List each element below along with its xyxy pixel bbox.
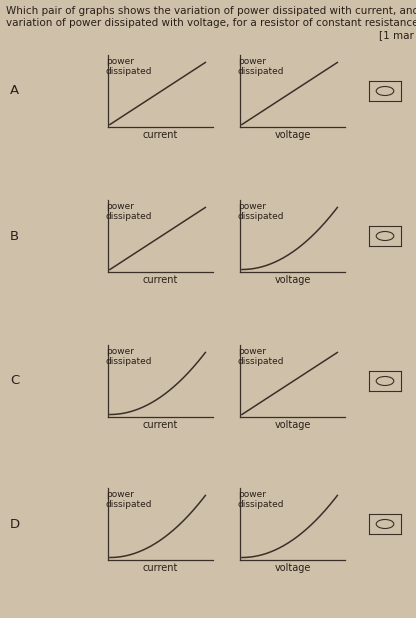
Text: C: C <box>10 375 19 387</box>
X-axis label: voltage: voltage <box>274 130 311 140</box>
Text: power
dissipated: power dissipated <box>106 202 153 221</box>
Text: variation of power dissipated with voltage, for a resistor of constant resistanc: variation of power dissipated with volta… <box>6 18 416 28</box>
Text: A: A <box>10 85 19 98</box>
Text: D: D <box>10 517 20 530</box>
Text: B: B <box>10 229 19 242</box>
Text: power
dissipated: power dissipated <box>106 57 153 77</box>
X-axis label: current: current <box>143 275 178 285</box>
Text: power
dissipated: power dissipated <box>106 490 153 509</box>
X-axis label: current: current <box>143 130 178 140</box>
X-axis label: voltage: voltage <box>274 420 311 430</box>
X-axis label: current: current <box>143 420 178 430</box>
X-axis label: voltage: voltage <box>274 275 311 285</box>
Text: power
dissipated: power dissipated <box>106 347 153 366</box>
Text: Which pair of graphs shows the variation of power dissipated with current, and t: Which pair of graphs shows the variation… <box>6 6 416 16</box>
Text: [1 mar: [1 mar <box>379 30 414 40</box>
Text: power
dissipated: power dissipated <box>238 490 285 509</box>
Text: power
dissipated: power dissipated <box>238 347 285 366</box>
X-axis label: current: current <box>143 563 178 573</box>
Text: power
dissipated: power dissipated <box>238 202 285 221</box>
Text: power
dissipated: power dissipated <box>238 57 285 77</box>
X-axis label: voltage: voltage <box>274 563 311 573</box>
